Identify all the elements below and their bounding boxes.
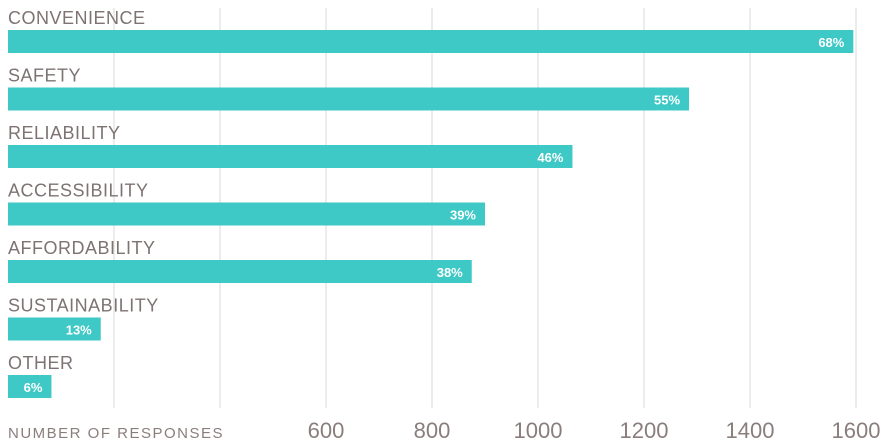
category-label: RELIABILITY [8, 123, 121, 143]
data-label: 38% [437, 265, 463, 280]
category-label: OTHER [8, 353, 74, 373]
bars: CONVENIENCE 68% SAFETY 55% RELIABILITY 46% ACC… [8, 8, 854, 398]
category-label: SUSTAINABILITY [8, 296, 159, 316]
data-label: 55% [654, 93, 680, 108]
bar [8, 202, 485, 226]
bar [8, 317, 101, 341]
bar [8, 260, 472, 283]
category-label: SAFETY [8, 66, 81, 86]
data-label: 68% [818, 35, 844, 50]
category-label: CONVENIENCE [8, 8, 146, 28]
category-label: AFFORDABILITY [8, 238, 156, 258]
x-tick-label: 600 [308, 418, 345, 443]
bar [8, 30, 854, 53]
x-tick-label: 1400 [726, 418, 775, 443]
x-axis-title: NUMBER OF RESPONSES [8, 425, 224, 442]
bar [8, 87, 690, 111]
bar [8, 375, 52, 398]
x-tick-label: 800 [414, 418, 451, 443]
x-tick-label: 1000 [514, 418, 563, 443]
x-tick-label: 1600 [832, 418, 881, 443]
x-tick-label: 1200 [620, 418, 669, 443]
x-axis-ticks: 600 800 1000 1200 1400 1600 [308, 418, 881, 443]
data-label: 6% [24, 380, 43, 395]
bar [8, 145, 573, 168]
data-label: 39% [450, 208, 476, 223]
data-label: 46% [537, 150, 563, 165]
data-label: 13% [66, 323, 92, 338]
category-label: ACCESSIBILITY [8, 181, 149, 201]
